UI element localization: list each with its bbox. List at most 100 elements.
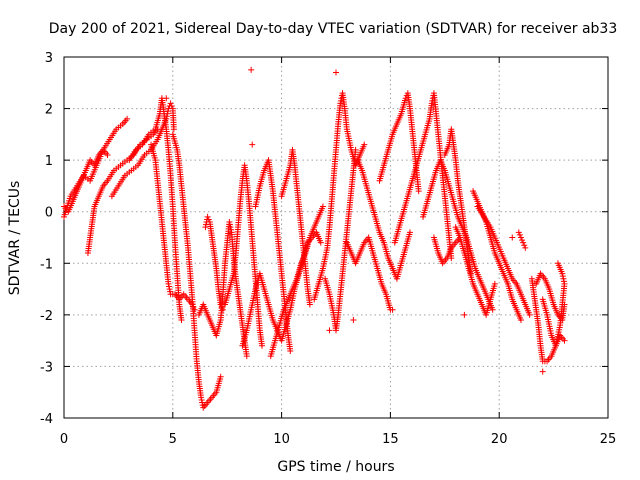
data-point (520, 239, 527, 246)
y-tick-label: -2 (40, 309, 53, 324)
y-tick-label: -3 (40, 360, 53, 375)
data-point (561, 337, 568, 344)
data-point (461, 311, 468, 318)
data-point (333, 69, 339, 76)
series-arc-26 (474, 203, 533, 318)
data-point (326, 327, 333, 334)
series-arc-30 (539, 260, 568, 349)
y-tick-label: 1 (45, 154, 53, 169)
x-tick-label: 0 (60, 432, 68, 447)
series-arc-7 (169, 131, 224, 411)
data-point (428, 100, 435, 107)
series-arc-5 (126, 95, 185, 324)
data-point (361, 141, 368, 148)
data-point (559, 273, 566, 280)
chart-title: Day 200 of 2021, Sidereal Day-to-day VTE… (49, 21, 618, 37)
data-point (170, 126, 177, 133)
x-tick-label: 15 (382, 432, 399, 447)
series-arc-14 (278, 146, 313, 308)
data-point (515, 229, 522, 236)
data-point (350, 317, 357, 324)
series-arc-24 (452, 224, 498, 318)
data-point (259, 342, 266, 349)
data-point (226, 221, 233, 228)
data-point (415, 188, 422, 195)
data-point (287, 347, 294, 354)
data-point (489, 306, 496, 313)
data-point (539, 368, 546, 375)
data-point (317, 239, 324, 246)
data-point (517, 317, 524, 324)
data-point (249, 141, 256, 148)
series-arc-2 (61, 146, 111, 215)
data-point (521, 242, 528, 249)
data-point (178, 317, 185, 324)
data-point (337, 97, 344, 104)
data-point (517, 234, 524, 241)
series-arc-8 (195, 219, 250, 360)
x-tick-label: 20 (491, 432, 508, 447)
data-point (560, 278, 567, 285)
data-point (199, 399, 206, 406)
series-arc-12 (252, 157, 294, 354)
x-tick-label: 5 (169, 432, 177, 447)
data-point (104, 151, 111, 158)
x-tick-label: 10 (273, 432, 290, 447)
y-tick-label: 2 (45, 103, 53, 118)
y-tick-label: 0 (45, 206, 53, 221)
series-arc-4 (108, 100, 177, 200)
series-arc-15 (311, 90, 368, 303)
grid-lines (64, 57, 608, 418)
data-point (217, 373, 224, 380)
axis-ticks (63, 56, 609, 419)
data-point (526, 311, 533, 318)
series-arc-9 (202, 213, 226, 313)
data-point (218, 304, 225, 311)
data-point (198, 396, 205, 403)
data-point (219, 306, 226, 313)
data-point (491, 280, 498, 287)
x-axis-label: GPS time / hours (277, 459, 394, 475)
data-point (163, 95, 170, 102)
data-point (406, 229, 413, 236)
data-point (337, 100, 344, 107)
data-point (198, 394, 205, 401)
data-point (165, 283, 172, 290)
series-outliers (163, 66, 546, 375)
data-point (228, 226, 235, 233)
data-point (560, 275, 567, 282)
data-point (205, 216, 212, 223)
series-arc-19 (376, 90, 422, 195)
data-point (124, 115, 131, 122)
data-point (306, 301, 313, 308)
data-point (516, 231, 523, 238)
series-arc-22 (441, 126, 474, 277)
data-point (522, 244, 529, 251)
y-axis-label: SDTVAR / TECUs (7, 181, 23, 296)
data-markers (61, 66, 568, 411)
y-tick-label: -1 (40, 257, 53, 272)
series-arc-3 (84, 126, 161, 256)
data-point (509, 234, 516, 241)
plot-frame (63, 56, 609, 419)
data-point (167, 288, 174, 295)
series-arc-13 (267, 203, 326, 360)
data-point (519, 237, 526, 244)
series-arc-6 (148, 141, 198, 313)
data-point (165, 280, 172, 287)
data-point (166, 286, 173, 293)
y-tick-labels: -4 -3 -2 -1 0 1 2 3 (40, 51, 53, 427)
data-point (167, 100, 174, 107)
x-tick-labels: 0 5 10 15 20 25 (60, 432, 616, 447)
series-arc-16 (322, 146, 359, 334)
series-arc-17 (343, 234, 394, 313)
y-tick-label: -4 (40, 412, 53, 427)
data-point (248, 66, 255, 73)
x-tick-label: 25 (600, 432, 617, 447)
data-point (226, 219, 233, 226)
series-arc-27 (515, 229, 529, 251)
data-point (554, 260, 561, 267)
series-arc-10 (222, 162, 266, 349)
series-arc-20 (391, 90, 455, 262)
